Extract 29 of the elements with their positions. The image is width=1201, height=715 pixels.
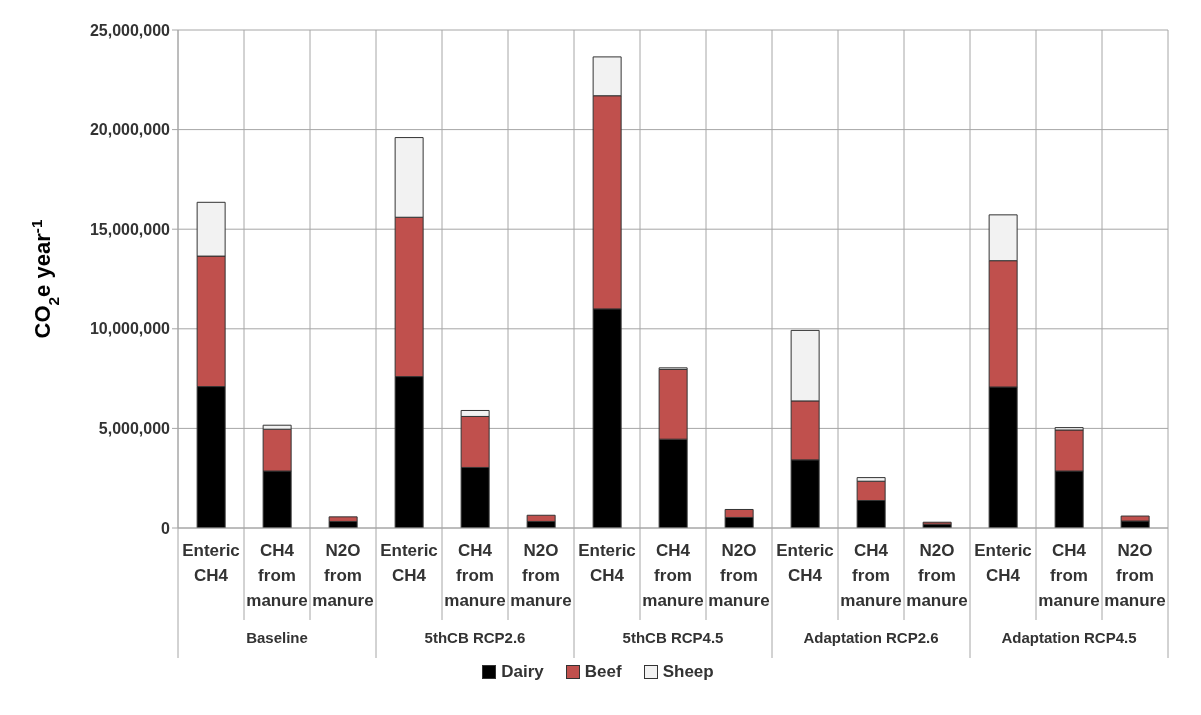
x-tick-label: N2O from manure xyxy=(510,541,572,610)
x-tick-label: Enteric CH4 xyxy=(578,541,636,585)
y-tick-label: 25,000,000 xyxy=(89,21,171,39)
y-tick-label: 20,000,000 xyxy=(89,121,171,139)
text: Adaptation RCP2.6 xyxy=(803,629,939,646)
text: Baseline xyxy=(246,629,308,646)
legend-label: Dairy xyxy=(500,662,544,682)
x-tick-label: CH4 from manure xyxy=(444,541,506,610)
x-tick-label: CH4 from manure xyxy=(642,541,704,610)
legend-label: Beef xyxy=(583,662,622,682)
text: 5thCB RCP4.5 xyxy=(622,629,724,646)
text: Adaptation RCP4.5 xyxy=(1001,629,1137,646)
x-tick-label: Enteric CH4 xyxy=(182,541,240,585)
y-tick-label: 15,000,000 xyxy=(89,220,171,238)
y-tick-label: 5,000,000 xyxy=(98,420,171,438)
x-tick-label: N2O from manure xyxy=(1104,541,1166,610)
y-tick-label: 10,000,000 xyxy=(89,320,171,338)
x-tick-label: Enteric CH4 xyxy=(974,541,1032,585)
legend-label: Sheep xyxy=(661,662,714,682)
x-tick-label: Enteric CH4 xyxy=(776,541,834,585)
x-tick-label: N2O from manure xyxy=(312,541,374,610)
x-tick-label: Enteric CH4 xyxy=(380,541,438,585)
x-tick-label: CH4 from manure xyxy=(840,541,902,610)
y-tick-label: 0 xyxy=(161,519,171,537)
x-tick-label: N2O from manure xyxy=(906,541,968,610)
text: 5thCB RCP2.6 xyxy=(424,629,526,646)
x-tick-label: CH4 from manure xyxy=(246,541,308,610)
x-tick-label: CH4 from manure xyxy=(1038,541,1100,610)
x-tick-label: N2O from manure xyxy=(708,541,770,610)
